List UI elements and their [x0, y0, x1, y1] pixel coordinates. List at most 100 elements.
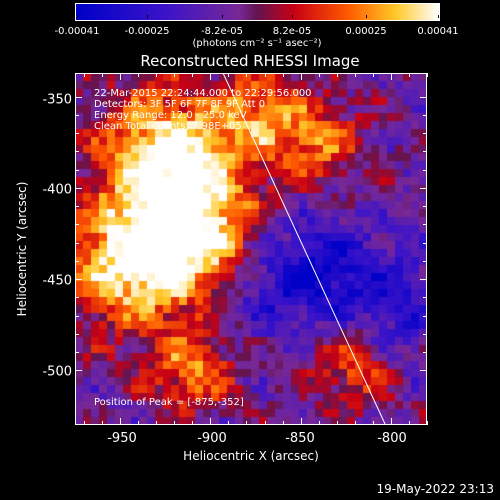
- axis-tick: [156, 421, 158, 425]
- axis-tick: [75, 260, 79, 262]
- axis-tick: [420, 187, 427, 189]
- axis-tick: [75, 242, 79, 244]
- axis-tick: [372, 421, 374, 425]
- axis-tick: [282, 73, 284, 77]
- annotation-energy-range: Energy Range: 12.0 - 25.0 keV: [94, 110, 247, 121]
- colorbar-label: -0.00041: [54, 26, 100, 37]
- axis-tick: [408, 73, 410, 77]
- solar-limb-line: [222, 73, 386, 425]
- axis-tick: [192, 421, 194, 425]
- axis-tick: [423, 352, 427, 354]
- axis-tick: [423, 224, 427, 226]
- colorbar-label: 0.00025: [345, 26, 387, 37]
- colorbar-tick: [77, 15, 78, 18]
- axis-tick: [84, 421, 86, 425]
- axis-tick: [246, 421, 248, 425]
- colorbar-label: -8.2e-05: [201, 26, 243, 37]
- axis-tick: [174, 421, 176, 425]
- axis-tick: [318, 73, 320, 77]
- axis-tick: [318, 421, 320, 425]
- axis-tick: [156, 73, 158, 77]
- axis-tick: [75, 114, 79, 116]
- axis-tick: [420, 370, 427, 372]
- axis-tick: [138, 73, 140, 77]
- axis-tick: [75, 224, 79, 226]
- axis-tick: [423, 169, 427, 171]
- axis-tick: [246, 73, 248, 77]
- axis-tick: [75, 279, 82, 281]
- colorbar-label: 0.00041: [417, 26, 459, 37]
- axis-tick: [75, 169, 79, 171]
- colorbar-label: 8.2e-05: [272, 26, 312, 37]
- axis-tick: [300, 73, 302, 80]
- y-tick-label: -450: [42, 273, 72, 289]
- axis-tick: [75, 187, 82, 189]
- axis-tick: [423, 260, 427, 262]
- axis-tick: [423, 297, 427, 299]
- chart-title: Reconstructed RHESSI Image: [140, 52, 360, 70]
- axis-tick: [138, 421, 140, 425]
- axis-tick: [354, 421, 356, 425]
- axis-tick: [354, 73, 356, 77]
- timestamp: 19-May-2022 23:13: [376, 482, 494, 496]
- y-axis-title: Heliocentric Y (arcsec): [15, 181, 29, 317]
- axis-tick: [102, 73, 104, 77]
- axis-tick: [336, 421, 338, 425]
- x-tick-label: -850: [285, 431, 315, 446]
- axis-tick: [75, 206, 79, 208]
- axis-tick: [102, 421, 104, 425]
- axis-tick: [427, 73, 428, 77]
- axis-tick: [75, 370, 82, 372]
- annotation-detectors: Detectors: 3F 5F 6F 7F 8F 9F Att 0: [94, 99, 266, 110]
- axis-tick: [282, 421, 284, 425]
- x-tick-label: -950: [107, 431, 137, 446]
- axis-tick: [423, 333, 427, 335]
- axis-tick: [390, 73, 392, 80]
- x-tick-label: -900: [197, 431, 227, 446]
- x-tick-label: -800: [377, 431, 407, 446]
- axis-tick: [423, 151, 427, 153]
- axis-tick: [336, 73, 338, 77]
- axis-tick: [264, 421, 266, 425]
- colorbar: [75, 3, 440, 21]
- axis-tick: [210, 418, 212, 425]
- y-tick-label: -400: [42, 182, 72, 198]
- y-tick-label: -350: [42, 92, 72, 108]
- axis-tick: [75, 315, 79, 317]
- x-axis-title: Heliocentric X (arcsec): [183, 449, 319, 463]
- axis-tick: [300, 418, 302, 425]
- axis-tick: [75, 333, 79, 335]
- axis-tick: [192, 73, 194, 77]
- axis-tick: [174, 73, 176, 77]
- axis-tick: [75, 133, 79, 135]
- axis-tick: [423, 315, 427, 317]
- axis-tick: [75, 352, 79, 354]
- peak-position-label: Position of Peak = [-875,-352]: [94, 397, 244, 408]
- heatmap-image: [75, 73, 427, 425]
- axis-tick: [120, 73, 122, 80]
- axis-tick: [423, 114, 427, 116]
- axis-tick: [75, 151, 79, 153]
- axis-tick: [75, 297, 79, 299]
- annotation-total-counts: Clean Total counts: 7.98E+05: [94, 121, 242, 132]
- colorbar-tick: [292, 15, 293, 18]
- axis-tick: [228, 73, 230, 77]
- axis-tick: [372, 73, 374, 77]
- axis-tick: [120, 418, 122, 425]
- axis-tick: [420, 96, 427, 98]
- axis-tick: [210, 73, 212, 80]
- axis-tick: [228, 421, 230, 425]
- y-tick-label: -500: [42, 364, 72, 380]
- axis-tick: [423, 242, 427, 244]
- axis-tick: [423, 206, 427, 208]
- annotation-time-range: 22-Mar-2015 22:24:44.000 to 22:29:56.000: [94, 88, 312, 99]
- axis-tick: [264, 73, 266, 77]
- plot-frame: [75, 73, 427, 425]
- colorbar-tick: [366, 15, 367, 18]
- colorbar-tick: [147, 15, 148, 18]
- axis-tick: [84, 73, 86, 77]
- axis-tick: [420, 279, 427, 281]
- colorbar-tick: [222, 15, 223, 18]
- colorbar-tick: [438, 15, 439, 18]
- axis-tick: [390, 418, 392, 425]
